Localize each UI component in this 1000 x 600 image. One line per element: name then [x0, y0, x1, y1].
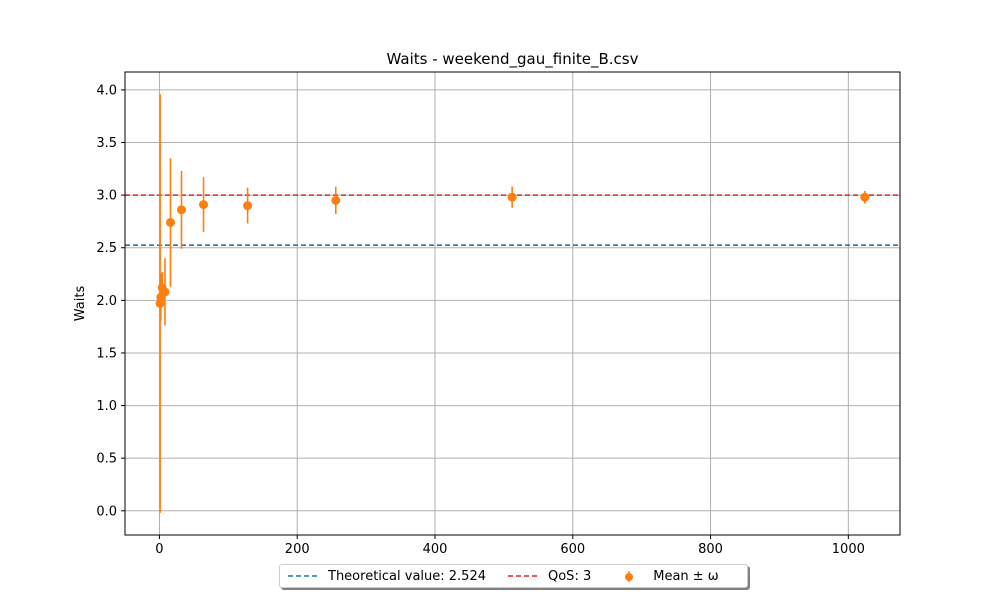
x-tick-label: 0	[155, 542, 163, 557]
x-tick-label: 200	[285, 542, 310, 557]
y-tick-label: 2.5	[96, 241, 117, 256]
y-tick-label: 0.5	[96, 452, 117, 467]
y-tick-label: 0.0	[96, 504, 117, 519]
y-tick-label: 3.0	[96, 189, 117, 204]
data-point	[331, 195, 341, 205]
data-point	[176, 205, 186, 215]
legend-swatch-theoretical	[288, 575, 320, 577]
y-axis-label: Waits	[73, 286, 88, 322]
legend-swatch-mean	[625, 571, 634, 582]
chart-title: Waits - weekend_gau_finite_B.csv	[387, 50, 639, 69]
y-tick-label: 3.5	[96, 136, 117, 151]
legend-item-mean: Mean ± ω	[613, 568, 719, 584]
legend-swatch-qos	[508, 575, 540, 577]
grid	[125, 72, 900, 535]
legend-label-qos: QoS: 3	[548, 568, 592, 584]
legend-label-mean: Mean ± ω	[653, 568, 719, 584]
y-tick-label: 4.0	[96, 83, 117, 98]
x-tick-label: 400	[423, 542, 448, 557]
plot-area	[125, 72, 900, 535]
data-point	[243, 201, 253, 211]
y-tick-label: 1.0	[96, 399, 117, 414]
axes-frame	[124, 71, 901, 536]
data-series	[155, 94, 870, 513]
data-point	[860, 192, 870, 202]
x-tick-label: 1000	[832, 542, 865, 557]
legend-item-theoretical: Theoretical value: 2.524	[288, 569, 486, 584]
legend-label-theoretical: Theoretical value: 2.524	[328, 568, 486, 584]
data-point	[160, 287, 170, 297]
legend: Theoretical value: 2.524 QoS: 3 Mean ± ω	[279, 564, 748, 588]
y-tick-label: 2.0	[96, 294, 117, 309]
x-tick-label: 600	[560, 542, 585, 557]
legend-item-qos: QoS: 3	[508, 569, 591, 584]
y-tick-label: 1.5	[96, 346, 117, 361]
data-point	[199, 200, 209, 210]
data-point	[165, 217, 175, 227]
x-tick-label: 800	[698, 542, 723, 557]
x-axis-ticks: 0 200 400 600 800 1000	[155, 535, 865, 557]
data-point	[507, 192, 517, 202]
y-axis-ticks: 0.0 0.5 1.0 1.5 2.0 2.5 3.0 3.5 4.0	[96, 83, 125, 519]
